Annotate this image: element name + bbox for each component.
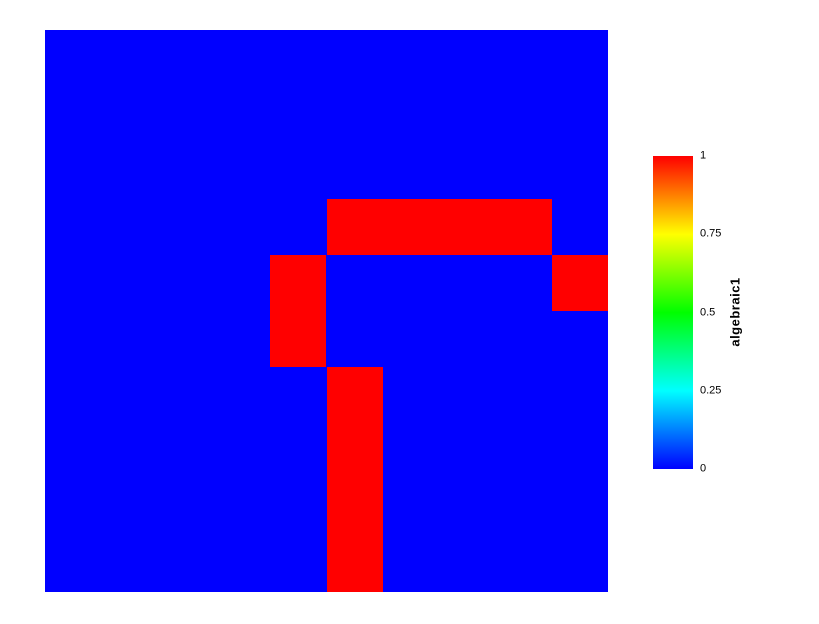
colorbar-tick-label: 0.5 xyxy=(700,306,716,318)
colorbar-tick-label: 0 xyxy=(700,462,707,475)
heatmap-cell-value-1 xyxy=(326,479,383,536)
colorbar-tick-label: 0.75 xyxy=(700,227,722,240)
heatmap-cell-value-1 xyxy=(270,254,327,311)
colorbar-ticks: 1 0.75 0.5 0.25 0 xyxy=(700,0,760,624)
heatmap-cell-value-1 xyxy=(439,198,496,255)
colorbar-tick-label: 1 xyxy=(700,149,707,162)
heatmap-cell-value-1 xyxy=(270,311,327,368)
heatmap-cell-value-1 xyxy=(326,535,383,592)
heatmap-cell-value-1 xyxy=(326,367,383,424)
heatmap-cell-value-1 xyxy=(551,254,608,311)
pseudocolor-plot xyxy=(45,30,608,592)
colorbar-gradient xyxy=(653,156,693,469)
heatmap-cell-value-1 xyxy=(326,423,383,480)
heatmap-cell-value-1 xyxy=(495,198,552,255)
heatmap-cell-value-1 xyxy=(326,198,383,255)
colorbar-tick-label: 0.25 xyxy=(700,384,722,397)
heatmap-cell-value-1 xyxy=(382,198,440,255)
colorbar-title: algebraic1 xyxy=(727,277,743,347)
